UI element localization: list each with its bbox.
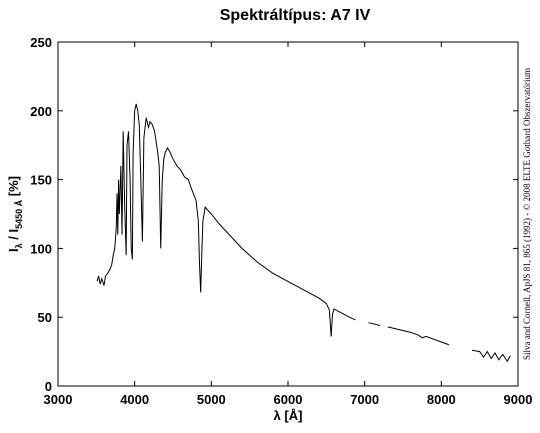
y-label-part: / I — [6, 229, 21, 243]
y-tick-label: 100 — [30, 241, 52, 256]
plot-frame — [57, 41, 519, 387]
y-label-part: 5450 Å — [14, 199, 24, 229]
y-tick-label: 200 — [30, 104, 52, 119]
y-tick-label: 0 — [45, 379, 52, 394]
x-tick-label: 7000 — [350, 392, 379, 407]
y-tick-label: 150 — [30, 173, 52, 188]
x-tick-label: 8000 — [427, 392, 456, 407]
y-label-part: λ — [14, 243, 24, 248]
spectrum-line — [96, 103, 511, 363]
credit: Silva and Cornell, ApJS 81, 865 (1992) -… — [522, 68, 532, 360]
x-tick-label: 5000 — [197, 392, 226, 407]
x-tick-label: 6000 — [274, 392, 303, 407]
chart-title: Spektráltípus: A7 IV — [220, 7, 371, 24]
y-tick-label: 250 — [30, 35, 52, 50]
x-axis-label: λ [Å] — [274, 408, 303, 423]
y-axis-label: Iλ / I5450 Å [%] — [6, 176, 24, 252]
x-tick-label: 4000 — [120, 392, 149, 407]
y-tick-label: 50 — [38, 310, 52, 325]
x-tick-label: 9000 — [504, 392, 533, 407]
y-label-part: I — [6, 248, 21, 252]
x-tick-label: 3000 — [44, 392, 73, 407]
y-label-part: [%] — [6, 176, 21, 200]
